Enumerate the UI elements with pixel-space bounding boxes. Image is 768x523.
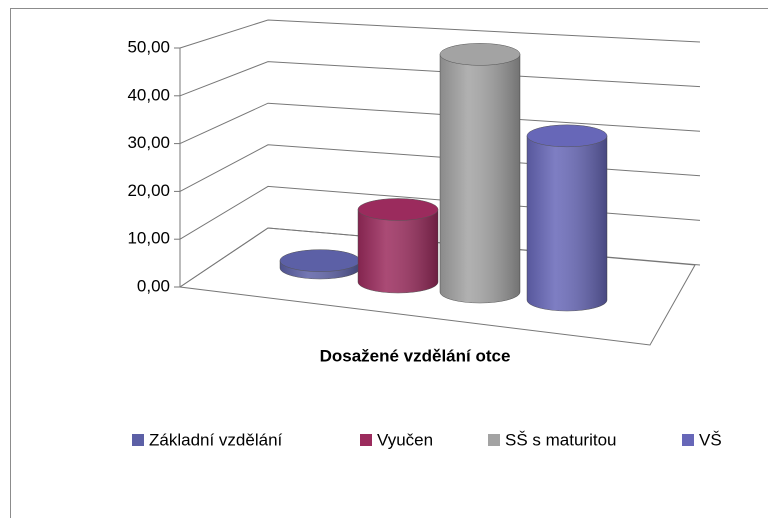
y-tick-label: 20,00 xyxy=(127,181,170,200)
grid-line xyxy=(180,20,700,48)
cylinder-shade xyxy=(440,54,520,303)
cylinder-top xyxy=(527,125,607,147)
cylinder-top xyxy=(440,43,520,65)
y-tick-label: 0,00 xyxy=(137,276,170,295)
cylinder-top xyxy=(280,250,360,272)
y-tick-label: 30,00 xyxy=(127,133,170,152)
cylinder-top xyxy=(358,198,438,220)
legend-label: SŠ s maturitou xyxy=(505,430,617,449)
chart-title: Dosažené vzdělání otce xyxy=(320,346,511,365)
legend-label: VŠ xyxy=(699,430,722,449)
legend-swatch xyxy=(682,434,694,446)
legend-swatch xyxy=(132,434,144,446)
y-tick-label: 40,00 xyxy=(127,85,170,104)
legend-label: Základní vzdělání xyxy=(149,430,283,449)
y-tick-label: 10,00 xyxy=(127,229,170,248)
legend-swatch xyxy=(360,434,372,446)
cylinder-shade xyxy=(527,136,607,311)
legend-swatch xyxy=(488,434,500,446)
cylinder-shade xyxy=(358,209,438,293)
y-tick-label: 50,00 xyxy=(127,37,170,56)
legend-label: Vyučen xyxy=(377,430,433,449)
